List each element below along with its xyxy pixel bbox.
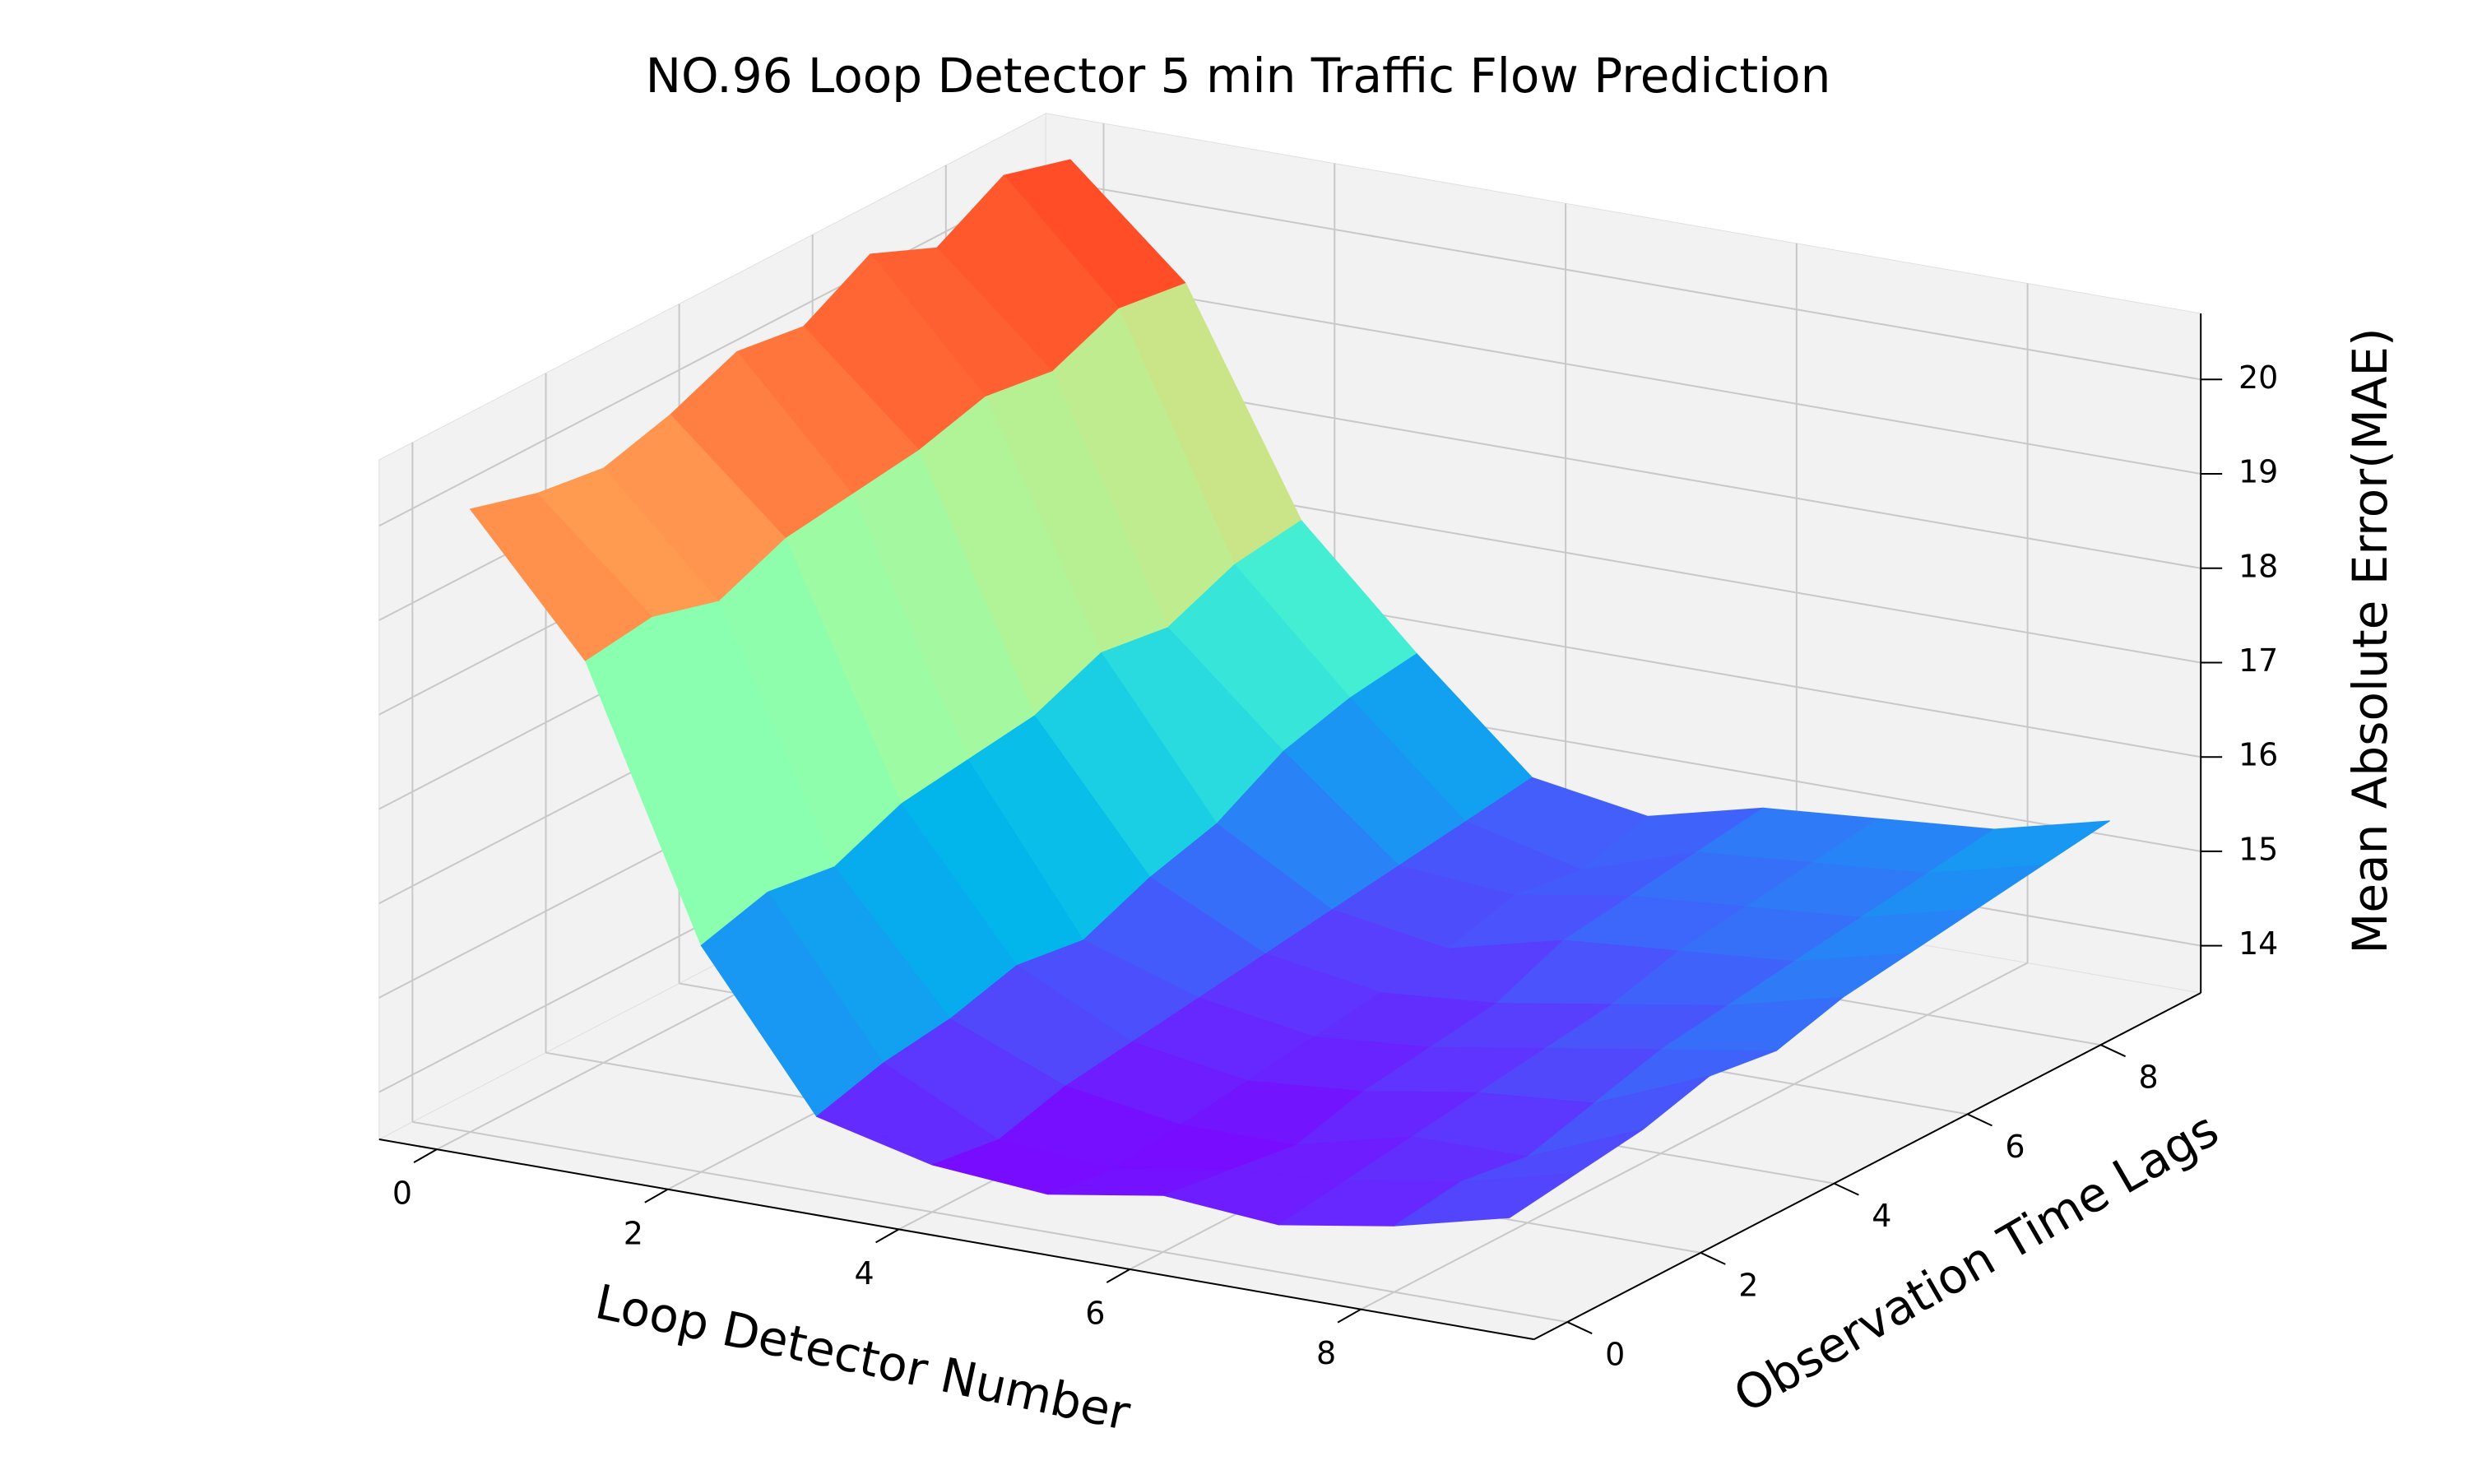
- surface: [470, 159, 2110, 1227]
- grid-line: [1360, 962, 2029, 1310]
- tick-mark: [1833, 1182, 1859, 1196]
- tick-mark: [1337, 1308, 1362, 1324]
- tick-mark: [1566, 1321, 1593, 1334]
- y-tick-label: 2: [1738, 1267, 1758, 1303]
- tick-mark: [2100, 1044, 2127, 1058]
- axes: 0 2 4 6 8 0 2 4 6 8 14 15 16 17 18 19 20: [378, 313, 2278, 1373]
- tick-mark: [1106, 1268, 1130, 1283]
- x-tick-label: 4: [854, 1255, 874, 1292]
- x-tick-label: 8: [1316, 1335, 1336, 1371]
- y-tick-label: 8: [2138, 1060, 2158, 1096]
- x-axis-label: Loop Detector Number: [591, 1273, 1135, 1441]
- x-tick-label: 0: [392, 1176, 412, 1212]
- tick-mark: [413, 1148, 438, 1164]
- y-tick-label: 6: [2005, 1129, 2025, 1165]
- y-tick-label: 0: [1605, 1337, 1625, 1373]
- z-tick-label: 20: [2238, 359, 2278, 396]
- z-tick-label: 14: [2238, 925, 2278, 962]
- x-tick-label: 2: [624, 1215, 643, 1251]
- z-tick-label: 18: [2238, 548, 2278, 584]
- grid-line: [1046, 179, 2201, 381]
- tick-mark: [644, 1188, 669, 1203]
- z-tick-label: 16: [2238, 737, 2278, 773]
- z-tick-label: 15: [2238, 831, 2278, 867]
- x-axis-line: [378, 1139, 1534, 1341]
- tick-mark: [1700, 1251, 1726, 1265]
- grid-line: [412, 1120, 1568, 1324]
- tick-mark: [1967, 1113, 1992, 1127]
- z-tick-label: 19: [2238, 454, 2278, 490]
- y-axis-line: [1533, 992, 2201, 1340]
- z-axis-label: Mean Absolute Error(MAE): [2342, 327, 2398, 953]
- x-tick-label: 6: [1085, 1296, 1105, 1332]
- z-tick-label: 17: [2238, 642, 2278, 679]
- tick-mark: [875, 1228, 900, 1244]
- chart-title: NO.96 Loop Detector 5 min Traffic Flow P…: [646, 48, 1831, 104]
- y-tick-label: 4: [1872, 1198, 1891, 1234]
- surface-face: [1394, 1173, 1577, 1227]
- grid-line: [1046, 272, 2201, 475]
- grid-line: [378, 179, 1046, 527]
